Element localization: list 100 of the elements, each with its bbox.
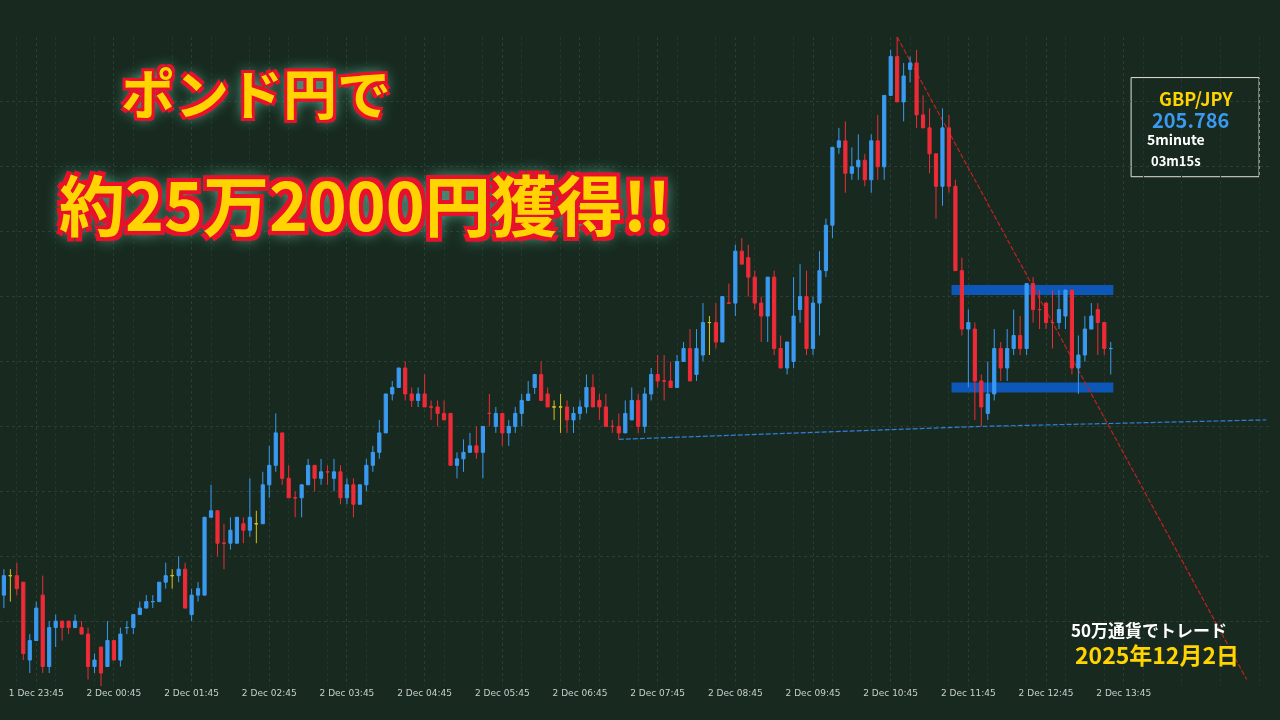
- candlestick: [390, 380, 395, 401]
- candlestick: [1024, 283, 1029, 356]
- x-tick-label: 2 Dec 13:45: [1096, 688, 1152, 698]
- candlestick: [34, 601, 39, 642]
- candlestick: [810, 296, 816, 356]
- candlestick: [914, 49, 919, 129]
- candlestick: [73, 614, 78, 629]
- candlestick: [150, 594, 155, 609]
- x-tick-label: 2 Dec 07:45: [630, 688, 686, 698]
- candlestick: [552, 399, 557, 421]
- candlestick: [293, 490, 298, 518]
- candlestick: [720, 296, 725, 343]
- candlestick: [325, 464, 330, 486]
- candlestick: [1031, 276, 1036, 324]
- candlestick: [998, 341, 1003, 382]
- candlestick: [752, 270, 757, 311]
- candlestick: [992, 328, 997, 401]
- candlestick: [953, 179, 958, 272]
- candlestick: [1082, 315, 1087, 362]
- candlestick: [836, 127, 841, 155]
- x-tick-label: 2 Dec 02:45: [241, 688, 297, 698]
- annotation: 50万通貨でトレード: [1071, 617, 1228, 642]
- candlestick: [1005, 328, 1010, 382]
- annotation: 03m15s: [1151, 151, 1201, 170]
- x-tick-label: 2 Dec 05:45: [474, 688, 530, 698]
- annotation: 5minute: [1147, 129, 1205, 149]
- candlestick: [539, 361, 544, 401]
- candlestick: [979, 373, 984, 427]
- candlestick: [791, 276, 796, 369]
- candlestick: [875, 114, 880, 181]
- candlestick: [823, 218, 829, 278]
- candlestick: [681, 341, 686, 362]
- candlestick: [344, 477, 350, 505]
- candlestick: [571, 406, 576, 434]
- candlestick: [318, 458, 324, 486]
- candlestick: [655, 354, 660, 388]
- candlestick: [195, 581, 201, 603]
- candlestick: [1011, 309, 1016, 356]
- candlestick: [506, 419, 511, 447]
- candlestick: [500, 412, 505, 447]
- candlestick: [746, 244, 751, 298]
- candlestick: [254, 510, 259, 544]
- x-tick-label: 2 Dec 10:45: [863, 688, 919, 698]
- candlestick: [247, 477, 252, 538]
- candlestick: [1069, 289, 1075, 375]
- x-tick-label: 2 Dec 11:45: [940, 688, 996, 698]
- candlestick: [1063, 289, 1068, 330]
- candlestick: [357, 484, 362, 505]
- candlestick: [707, 315, 712, 356]
- candlestick: [260, 471, 265, 525]
- candlestick: [27, 633, 32, 674]
- candlestick: [403, 361, 408, 401]
- candlestick: [558, 393, 563, 434]
- candlestick: [461, 438, 466, 473]
- candlestick: [280, 432, 285, 486]
- candlestick: [597, 393, 602, 421]
- candlestick: [985, 361, 990, 421]
- x-tick-label: 2 Dec 08:45: [707, 688, 763, 698]
- text: ポンド円で: [121, 51, 391, 131]
- candlestick: [234, 516, 239, 544]
- candlestick: [85, 627, 91, 681]
- candlestick: [778, 335, 783, 369]
- candlestick: [726, 283, 731, 304]
- candlestick: [137, 601, 142, 616]
- candlestick: [687, 328, 693, 382]
- candlestick: [830, 146, 835, 239]
- candlestick: [170, 568, 175, 590]
- x-tick-label: 2 Dec 01:45: [164, 688, 220, 698]
- candlestick: [765, 276, 770, 343]
- candlestick: [299, 484, 304, 518]
- candlestick: [797, 263, 803, 324]
- candlestick: [545, 386, 550, 408]
- candlestick: [241, 516, 246, 544]
- candlestick: [959, 257, 964, 337]
- x-tick-label: 2 Dec 03:45: [319, 688, 375, 698]
- candlestick: [920, 94, 926, 129]
- candlestick: [590, 373, 596, 408]
- candlestick: [105, 620, 110, 668]
- candlestick: [927, 107, 932, 174]
- candlestick: [642, 386, 647, 434]
- candlestick: [189, 588, 194, 622]
- candlestick: [739, 237, 744, 265]
- candlestick: [118, 627, 123, 668]
- candlestick: [972, 322, 977, 421]
- candlestick: [577, 399, 583, 421]
- candlestick: [856, 133, 861, 181]
- candlestick: [8, 568, 13, 603]
- candlestick: [636, 393, 641, 434]
- candlestick: [804, 270, 809, 356]
- candlestick: [713, 302, 718, 350]
- candlestick: [176, 555, 181, 583]
- x-tick-label: 2 Dec 09:45: [785, 688, 841, 698]
- candlestick: [1102, 322, 1107, 356]
- candlestick: [306, 458, 311, 486]
- candlestick: [429, 399, 434, 421]
- candlestick: [1037, 289, 1042, 330]
- candlestick: [66, 620, 71, 635]
- candlestick: [901, 62, 906, 122]
- candlestick: [454, 451, 460, 479]
- candlestick: [480, 425, 485, 479]
